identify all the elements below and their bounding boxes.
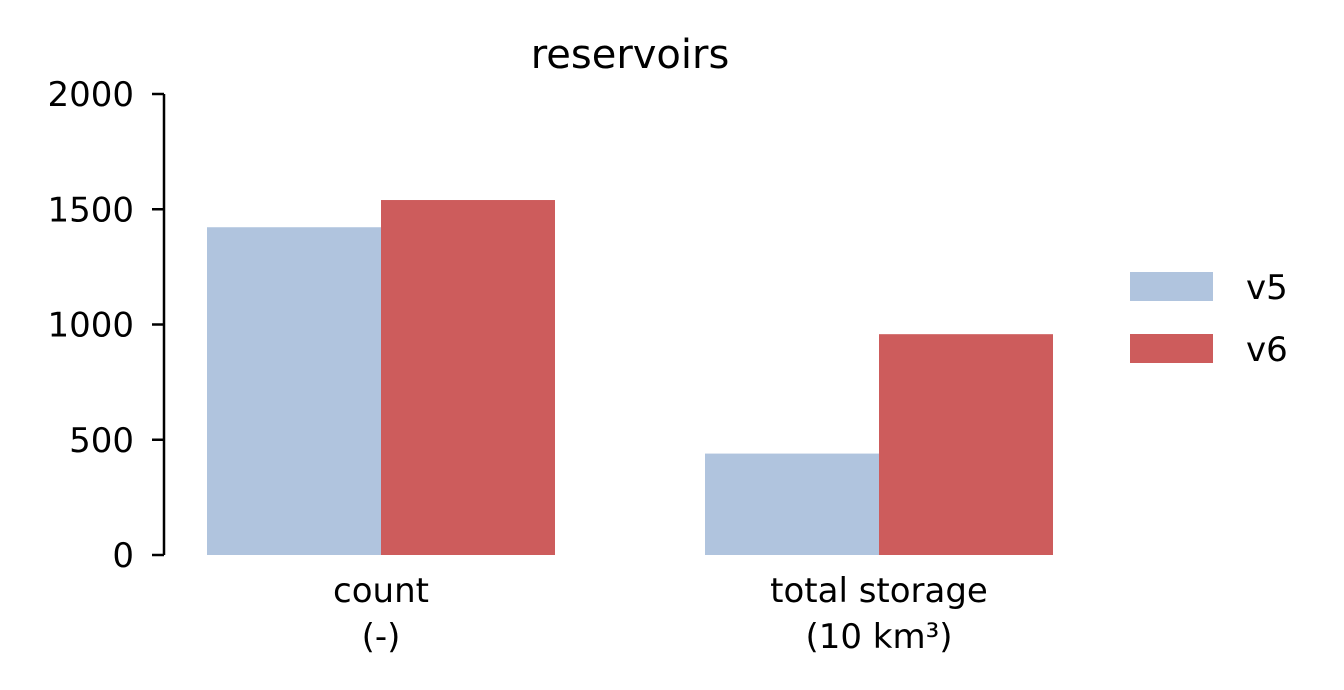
legend-label-v6: v6 [1246,330,1288,370]
bars [207,200,1053,555]
legend-label-v5: v5 [1246,268,1288,308]
y-axis: 0 500 1000 1500 2000 [47,75,166,576]
y-tick-label: 2000 [47,75,134,115]
category-label: count [333,571,429,611]
chart-title: reservoirs [531,32,730,78]
legend: v5 v6 [1130,268,1288,370]
legend-swatch-v5 [1130,272,1213,301]
y-tick-label: 1000 [47,306,134,346]
y-ticks: 0 500 1000 1500 2000 [47,75,164,576]
y-tick-label: 1500 [47,190,134,230]
bar-v5-count [207,227,381,555]
bar-v6-count [381,200,555,555]
bar-v6-total-storage [879,334,1053,555]
category-unit-label: (10 km³) [805,617,952,657]
y-tick-label: 500 [69,421,134,461]
legend-swatch-v6 [1130,334,1213,363]
x-axis-labels: count (-) total storage (10 km³) [333,571,988,657]
y-tick-label: 0 [112,536,134,576]
category-unit-label: (-) [362,617,401,657]
bar-v5-total-storage [705,453,879,555]
category-label: total storage [770,571,988,611]
